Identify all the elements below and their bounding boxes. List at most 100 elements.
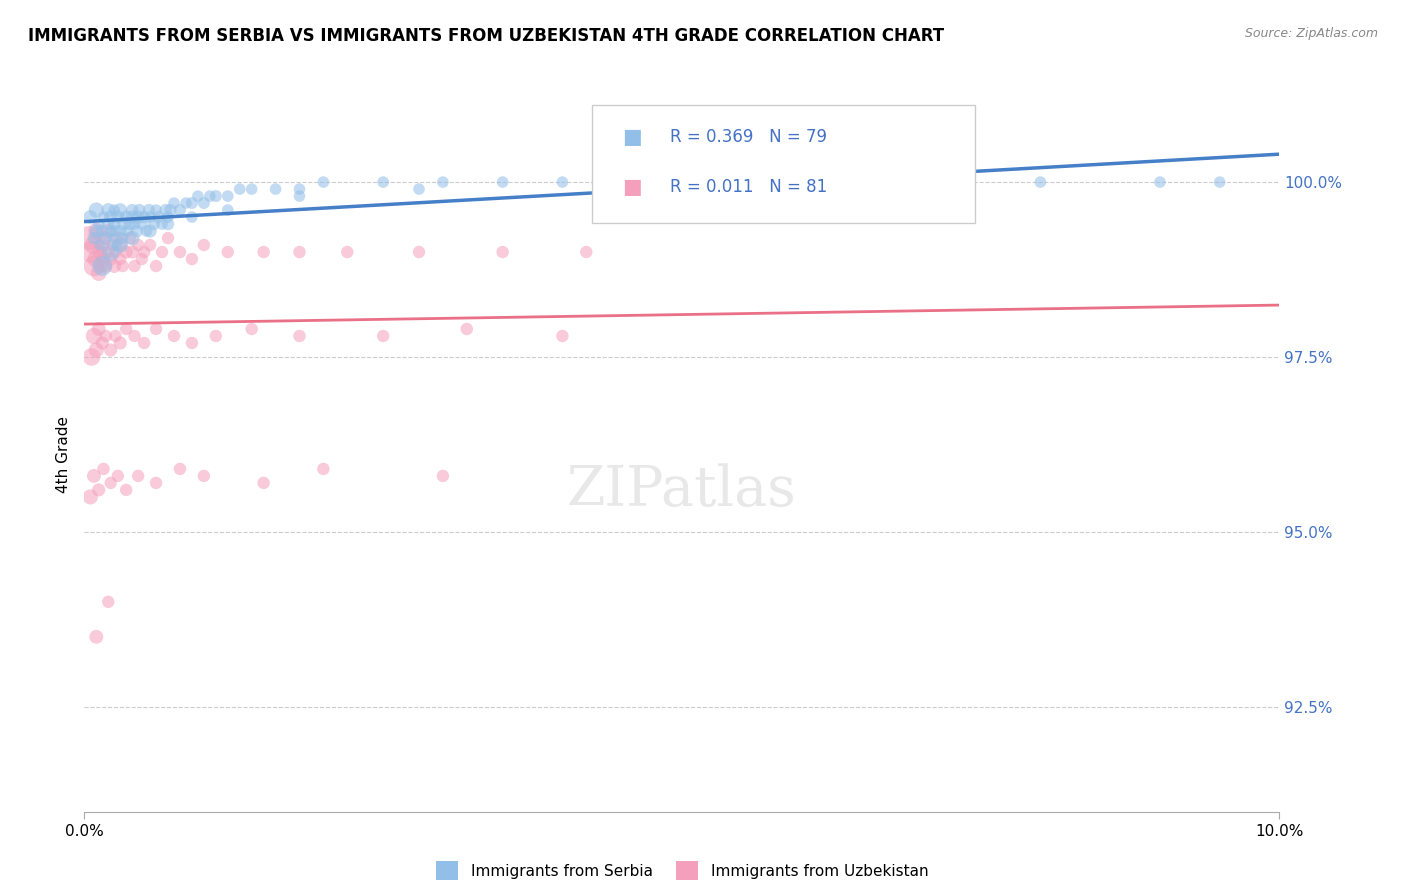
Point bbox=[145, 322, 167, 336]
Point bbox=[131, 252, 153, 266]
Point bbox=[124, 259, 146, 273]
Point bbox=[132, 210, 156, 224]
Point bbox=[91, 336, 114, 351]
Point bbox=[145, 259, 167, 273]
Point bbox=[145, 475, 167, 490]
Point bbox=[100, 210, 122, 224]
Point bbox=[610, 175, 633, 189]
Point bbox=[86, 343, 108, 357]
Point bbox=[83, 259, 105, 273]
Point bbox=[94, 329, 117, 343]
Point bbox=[118, 217, 141, 231]
Point bbox=[115, 210, 138, 224]
Point bbox=[180, 210, 204, 224]
Point bbox=[110, 336, 132, 351]
Point bbox=[97, 245, 120, 260]
Point bbox=[83, 329, 105, 343]
Point bbox=[312, 462, 335, 476]
Point bbox=[100, 252, 122, 266]
Point bbox=[104, 329, 127, 343]
Point bbox=[91, 238, 114, 252]
Point bbox=[180, 196, 204, 211]
Point bbox=[288, 189, 311, 203]
Point bbox=[456, 322, 478, 336]
Point bbox=[142, 217, 165, 231]
Point bbox=[94, 231, 117, 245]
Point bbox=[193, 196, 215, 211]
Point bbox=[132, 245, 156, 260]
Point bbox=[139, 238, 162, 252]
Point bbox=[80, 350, 103, 364]
Point bbox=[240, 182, 263, 196]
Point bbox=[1029, 175, 1052, 189]
Point bbox=[671, 175, 693, 189]
Point bbox=[155, 202, 177, 217]
Point bbox=[100, 475, 122, 490]
Point bbox=[103, 202, 125, 217]
Point bbox=[1149, 175, 1171, 189]
Point bbox=[174, 196, 197, 211]
Point bbox=[83, 469, 105, 483]
Point bbox=[93, 231, 115, 245]
Point bbox=[336, 245, 359, 260]
Point bbox=[408, 245, 430, 260]
Point bbox=[575, 245, 598, 260]
Point bbox=[492, 245, 515, 260]
Point bbox=[89, 238, 111, 252]
Point bbox=[83, 231, 105, 245]
Point bbox=[198, 189, 221, 203]
Point bbox=[121, 231, 143, 245]
Point bbox=[111, 259, 134, 273]
Point bbox=[551, 175, 574, 189]
Point bbox=[93, 462, 115, 476]
Point bbox=[86, 630, 108, 644]
Point bbox=[101, 238, 124, 252]
Point bbox=[115, 483, 138, 497]
Point bbox=[103, 259, 125, 273]
Point bbox=[104, 245, 127, 260]
Point bbox=[371, 175, 394, 189]
Point bbox=[86, 252, 108, 266]
Point bbox=[138, 202, 160, 217]
Point bbox=[86, 202, 108, 217]
Point bbox=[97, 224, 120, 238]
Point bbox=[77, 231, 100, 245]
Y-axis label: 4th Grade: 4th Grade bbox=[56, 417, 72, 493]
Point bbox=[253, 245, 276, 260]
Point bbox=[790, 175, 813, 189]
Point bbox=[288, 245, 311, 260]
Point bbox=[87, 266, 110, 280]
Point bbox=[432, 175, 454, 189]
Point bbox=[187, 189, 209, 203]
Point bbox=[100, 224, 122, 238]
Point bbox=[312, 175, 335, 189]
Point bbox=[253, 475, 276, 490]
Point bbox=[87, 483, 110, 497]
Point bbox=[1208, 175, 1232, 189]
Point bbox=[163, 196, 186, 211]
Point bbox=[100, 245, 122, 260]
Point bbox=[228, 182, 252, 196]
Point bbox=[217, 189, 239, 203]
Point bbox=[205, 189, 228, 203]
Point bbox=[121, 210, 143, 224]
Point bbox=[94, 259, 117, 273]
Point bbox=[80, 245, 103, 260]
Point bbox=[112, 217, 135, 231]
Point bbox=[128, 202, 150, 217]
Point bbox=[180, 252, 204, 266]
Point bbox=[91, 259, 114, 273]
Point bbox=[910, 175, 932, 189]
Point bbox=[86, 224, 108, 238]
Point bbox=[159, 202, 181, 217]
Point bbox=[127, 238, 149, 252]
Point bbox=[93, 210, 115, 224]
Point bbox=[288, 182, 311, 196]
Point bbox=[135, 224, 157, 238]
Text: IMMIGRANTS FROM SERBIA VS IMMIGRANTS FROM UZBEKISTAN 4TH GRADE CORRELATION CHART: IMMIGRANTS FROM SERBIA VS IMMIGRANTS FRO… bbox=[28, 27, 945, 45]
Point bbox=[157, 210, 180, 224]
Point bbox=[121, 202, 143, 217]
Point bbox=[127, 469, 149, 483]
Point bbox=[288, 329, 311, 343]
Point bbox=[79, 490, 101, 504]
